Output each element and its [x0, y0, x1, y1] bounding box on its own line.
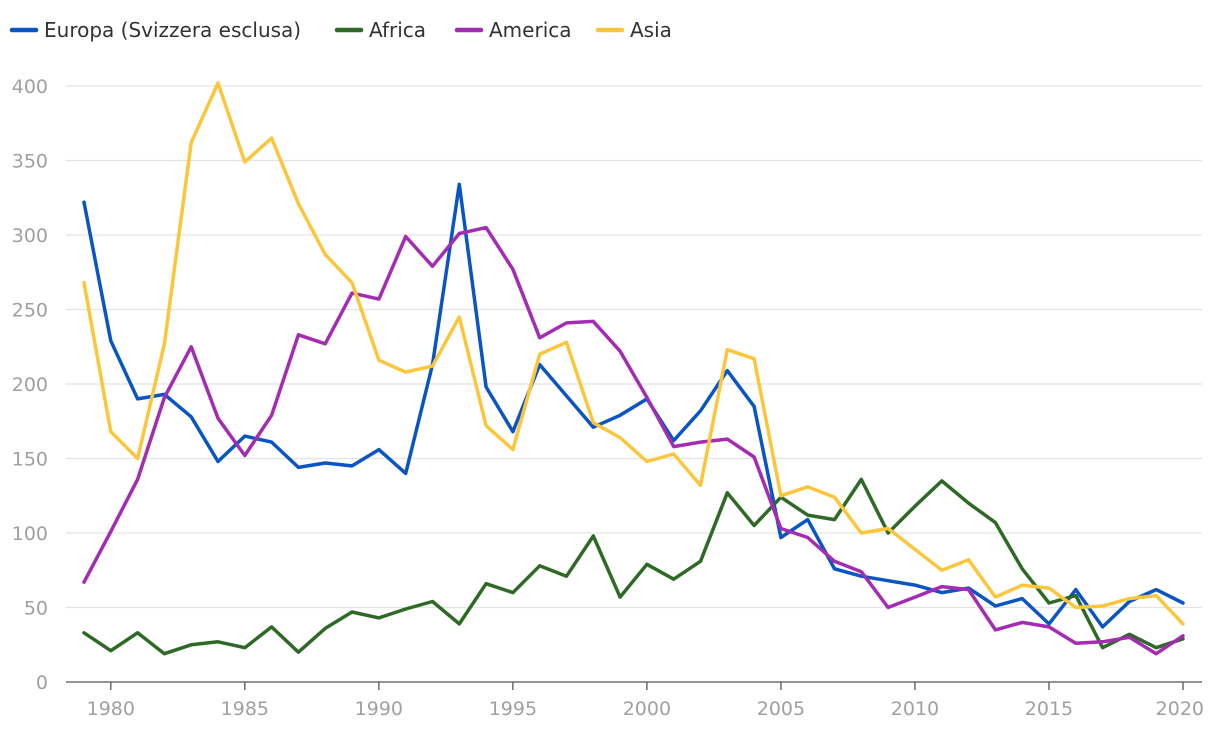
legend-label-europa-svizzera-esclusa: Europa (Svizzera esclusa)	[44, 18, 301, 42]
series-line-america	[82, 225, 1185, 656]
x-tick-label: 1985	[221, 698, 269, 720]
y-tick-label: 0	[36, 672, 48, 694]
series-line-africa	[82, 477, 1185, 656]
legend-label-africa: Africa	[369, 18, 426, 42]
y-tick-label: 150	[12, 449, 48, 471]
y-tick-label: 350	[12, 151, 48, 173]
legend-label-america: America	[489, 18, 572, 42]
x-tick-label: 1990	[355, 698, 403, 720]
y-tick-label: 300	[12, 225, 48, 247]
x-tick-label: 2020	[1156, 698, 1204, 720]
y-tick-label: 50	[24, 598, 48, 620]
series-lines	[82, 81, 1185, 656]
x-tick-label: 2005	[757, 698, 805, 720]
grid-lines	[66, 85, 1202, 683]
x-tick-label: 2010	[891, 698, 939, 720]
y-tick-label: 400	[12, 76, 48, 98]
y-tick-label: 100	[12, 523, 48, 545]
x-tick-label: 1995	[489, 698, 537, 720]
legend: Europa (Svizzera esclusa) Africa America As…	[9, 18, 672, 42]
y-tick-label: 250	[12, 300, 48, 322]
series-line-asia	[82, 81, 1185, 626]
legend-label-asia: Asia	[630, 18, 672, 42]
x-tick-label: 2000	[623, 698, 671, 720]
series-line-europa-svizzera-esclusa	[82, 182, 1185, 629]
x-tick-label: 1980	[87, 698, 135, 720]
y-axis-ticks: 0 50 100 150 200 250 300 350 400	[12, 76, 48, 694]
x-axis-ticks: 1980 1985 1990 1995 2000 2005 2010 2015 2020	[87, 682, 1204, 720]
x-tick-label: 2015	[1025, 698, 1073, 720]
y-tick-label: 200	[12, 374, 48, 396]
